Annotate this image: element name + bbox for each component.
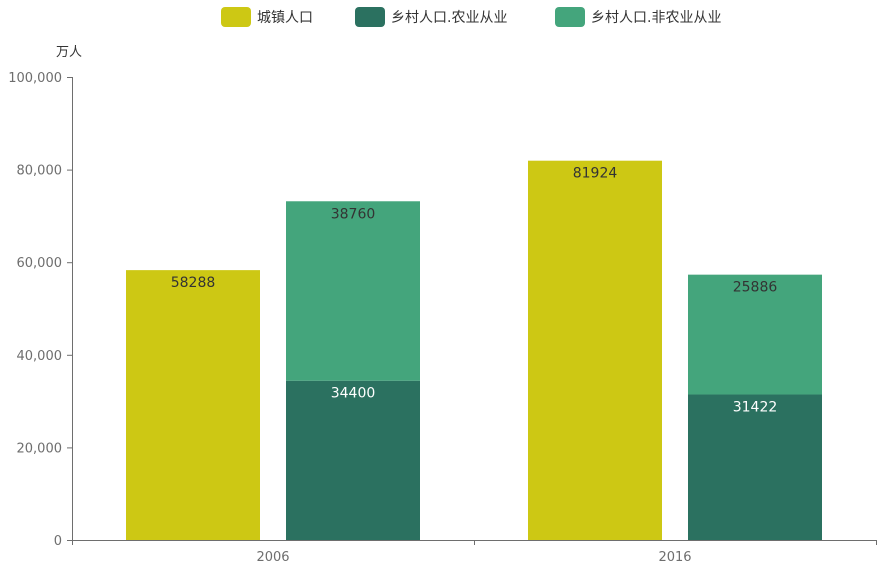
y-tick-label: 20,000 [17,441,63,456]
bar-value-label: 81924 [573,166,618,182]
y-tick-label: 100,000 [8,71,62,86]
y-tick-label: 80,000 [17,164,63,179]
y-axis: 0 20,000 40,000 60,000 80,000 100,000 [8,71,73,549]
legend-label-2[interactable]: 乡村人口.农业从业 [391,10,507,26]
y-tick-label: 40,000 [17,349,63,364]
bar-2006-series-1[interactable] [126,270,260,540]
bar-value-label: 58288 [171,275,216,291]
legend-swatch-3[interactable] [555,7,585,27]
bar-2016-series-1[interactable] [528,160,662,540]
bar-2016-series-2[interactable] [688,394,822,540]
legend-swatch-1[interactable] [221,7,251,27]
bar-2016-series-3[interactable] [688,274,822,395]
y-tick-label: 0 [54,534,62,549]
legend-swatch-2[interactable] [355,7,385,27]
x-tick-label: 2006 [256,550,289,565]
bars: 58288 34400 38760 81924 31422 25886 [126,160,822,540]
bar-value-label: 25886 [733,280,778,296]
x-axis: 2006 2016 [72,540,877,565]
bar-value-label: 31422 [733,400,778,416]
legend: 城镇人口 乡村人口.农业从业 乡村人口.非农业从业 [221,7,721,27]
x-tick-label: 2016 [658,550,691,565]
legend-label-1[interactable]: 城镇人口 [257,10,313,26]
y-tick-label: 60,000 [17,256,63,271]
y-axis-unit-label: 万人 [56,45,82,60]
bar-value-label: 38760 [331,206,376,222]
bar-2006-series-3[interactable] [286,201,420,381]
bar-2006-series-2[interactable] [286,380,420,540]
legend-label-3[interactable]: 乡村人口.非农业从业 [591,10,721,26]
bar-value-label: 34400 [331,386,376,402]
